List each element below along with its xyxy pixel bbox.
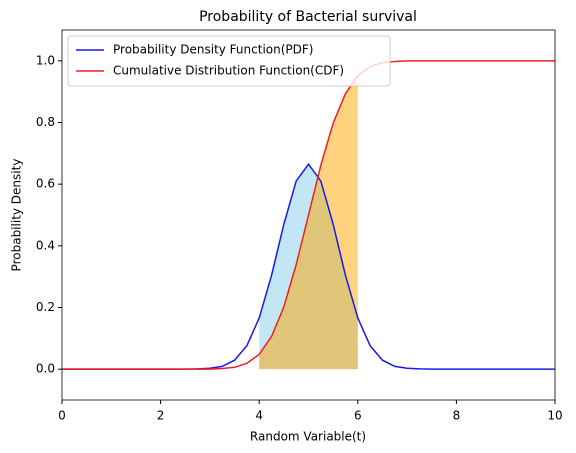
y-tick-label: 0.2 [36,300,55,314]
x-tick-label: 10 [547,409,562,423]
legend-box [67,35,391,87]
plot-frame [61,29,556,401]
line-series [62,60,555,370]
chart-title: Probability of Bacterial survival [199,9,417,25]
y-tick-label: 1.0 [36,53,55,67]
x-tick-label: 2 [157,409,165,423]
x-tick-label: 4 [255,409,263,423]
y-tick-label: 0.0 [36,362,55,376]
legend-label: Probability Density Function(PDF) [113,43,313,57]
legend-label: Cumulative Distribution Function(CDF) [113,64,344,78]
x-tick-label: 0 [58,409,66,423]
y-axis-label: Probability Density [10,159,24,272]
x-tick-label: 8 [453,409,461,423]
fill-area [259,75,358,370]
x-tick-label: 6 [354,409,362,423]
x-axis-label: Random Variable(t) [250,430,366,444]
y-tick-label: 0.8 [36,115,55,129]
y-tick-label: 0.4 [36,238,55,252]
y-tick-label: 0.6 [36,177,55,191]
